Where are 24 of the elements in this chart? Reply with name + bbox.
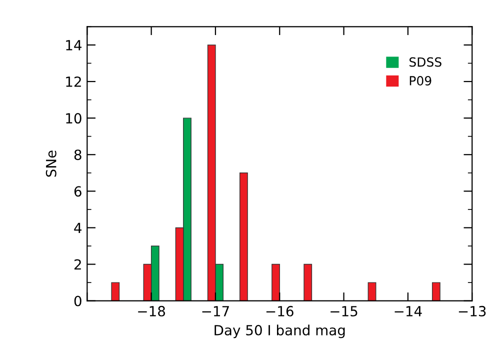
y-tick-label: 2	[74, 259, 81, 270]
y-tick-label: 0	[74, 296, 82, 306]
x-tick-label: −15	[330, 306, 358, 316]
y-tick-label: 12	[66, 76, 81, 87]
y-tick-label: 8	[74, 150, 82, 160]
bar	[368, 282, 376, 301]
legend-label: SDSS	[409, 57, 442, 67]
y-tick-label: 6	[74, 186, 82, 197]
bar	[304, 264, 312, 301]
bar	[432, 282, 440, 301]
y-tick-label: 14	[66, 40, 82, 50]
y-tick-label: 10	[66, 113, 82, 124]
x-tick-label: −13	[458, 306, 486, 316]
bar	[272, 264, 280, 301]
x-axis-title: Day 50 I band mag	[214, 324, 345, 338]
y-tick-label: 4	[74, 222, 82, 233]
bar	[111, 282, 120, 301]
x-tick-label: −18	[138, 306, 166, 316]
bar	[240, 172, 248, 301]
y-axis-title: SNe	[46, 150, 56, 177]
x-tick-label: −14	[394, 306, 422, 316]
legend-label: P09	[410, 76, 432, 86]
x-tick-label: −17	[202, 306, 229, 316]
x-tick-label: −16	[266, 306, 294, 316]
